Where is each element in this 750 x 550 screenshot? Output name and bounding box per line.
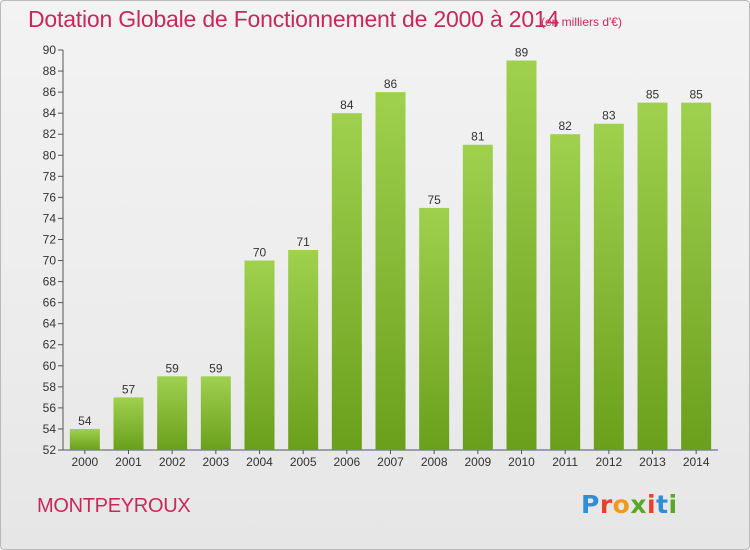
- bar: [244, 260, 275, 450]
- y-tick-label: 58: [43, 380, 57, 394]
- y-tick-label: 84: [43, 106, 57, 120]
- y-tick-label: 78: [43, 169, 57, 183]
- y-tick-label: 72: [43, 232, 57, 246]
- bar: [157, 376, 188, 450]
- bar: [69, 428, 100, 450]
- brand-letter: P: [581, 490, 600, 519]
- data-label: 57: [122, 382, 136, 396]
- y-tick-label: 76: [43, 190, 57, 204]
- chart-bars: [69, 60, 712, 451]
- brand-letter: x: [630, 490, 647, 519]
- x-tick-label: 2009: [464, 455, 491, 469]
- y-tick-label: 90: [43, 43, 57, 57]
- data-label: 59: [165, 361, 179, 375]
- data-label: 83: [602, 109, 616, 123]
- brand-letter: i: [668, 490, 678, 519]
- bar: [288, 250, 319, 450]
- brand-letter: t: [656, 490, 669, 519]
- bar: [200, 376, 231, 450]
- data-label: 84: [340, 98, 354, 112]
- brand-letter: i: [647, 490, 657, 519]
- bar: [593, 123, 624, 451]
- x-tick-label: 2008: [421, 455, 448, 469]
- x-tick-label: 2002: [159, 455, 186, 469]
- x-tick-label: 2011: [552, 455, 578, 469]
- data-label: 89: [515, 46, 529, 60]
- y-tick-label: 82: [43, 127, 57, 141]
- y-tick-label: 80: [43, 148, 57, 162]
- x-tick-label: 2001: [115, 455, 142, 469]
- y-tick-label: 52: [43, 443, 57, 457]
- brand-letter: o: [612, 490, 631, 519]
- data-label: 59: [209, 361, 223, 375]
- chart-title: Dotation Globale de Fonctionnement de 20…: [28, 6, 560, 32]
- chart-labels: 54 57 59 59 70 71 84 86 75 81 89 82 83 85 85: [78, 46, 703, 428]
- y-tick-label: 88: [43, 64, 57, 78]
- x-tick-label: 2003: [202, 455, 229, 469]
- x-tick-label: 2012: [595, 455, 622, 469]
- unit-note: (en milliers d'€): [541, 15, 622, 29]
- bar: [550, 134, 581, 451]
- y-tick-label: 62: [43, 338, 57, 352]
- data-label: 85: [646, 88, 660, 102]
- data-label: 82: [558, 119, 572, 133]
- bar: [462, 144, 493, 450]
- y-tick-label: 54: [43, 422, 57, 436]
- y-tick-label: 64: [43, 317, 57, 331]
- x-tick-label: 2010: [508, 455, 535, 469]
- x-tick-label: 2004: [246, 455, 273, 469]
- data-label: 54: [78, 414, 92, 428]
- bar: [375, 92, 406, 451]
- x-tick-label: 2014: [683, 455, 710, 469]
- town-name: MONTPEYROUX: [37, 495, 191, 517]
- proxiti-logo[interactable]: Proxiti: [581, 490, 678, 519]
- bar: [113, 397, 144, 450]
- x-tick-label: 2013: [639, 455, 666, 469]
- y-tick-label: 74: [43, 211, 57, 225]
- bar: [419, 207, 450, 450]
- brand-letter: r: [599, 490, 613, 519]
- data-label: 71: [296, 235, 310, 249]
- bar: [637, 102, 668, 450]
- y-tick-label: 86: [43, 85, 57, 99]
- x-tick-label: 2007: [377, 455, 404, 469]
- x-tick-label: 2006: [333, 455, 360, 469]
- x-tick-label: 2000: [71, 455, 98, 469]
- y-tick-label: 56: [43, 401, 57, 415]
- bar: [331, 113, 362, 450]
- data-label: 75: [427, 193, 441, 207]
- x-tick-label: 2005: [290, 455, 317, 469]
- y-tick-label: 68: [43, 275, 57, 289]
- data-label: 70: [253, 246, 267, 260]
- y-tick-label: 60: [43, 359, 57, 373]
- data-label: 81: [471, 130, 485, 144]
- data-label: 85: [689, 88, 703, 102]
- bar: [681, 102, 712, 450]
- y-tick-label: 70: [43, 254, 57, 268]
- data-label: 86: [384, 77, 398, 91]
- bar: [506, 60, 537, 451]
- y-tick-label: 66: [43, 296, 57, 310]
